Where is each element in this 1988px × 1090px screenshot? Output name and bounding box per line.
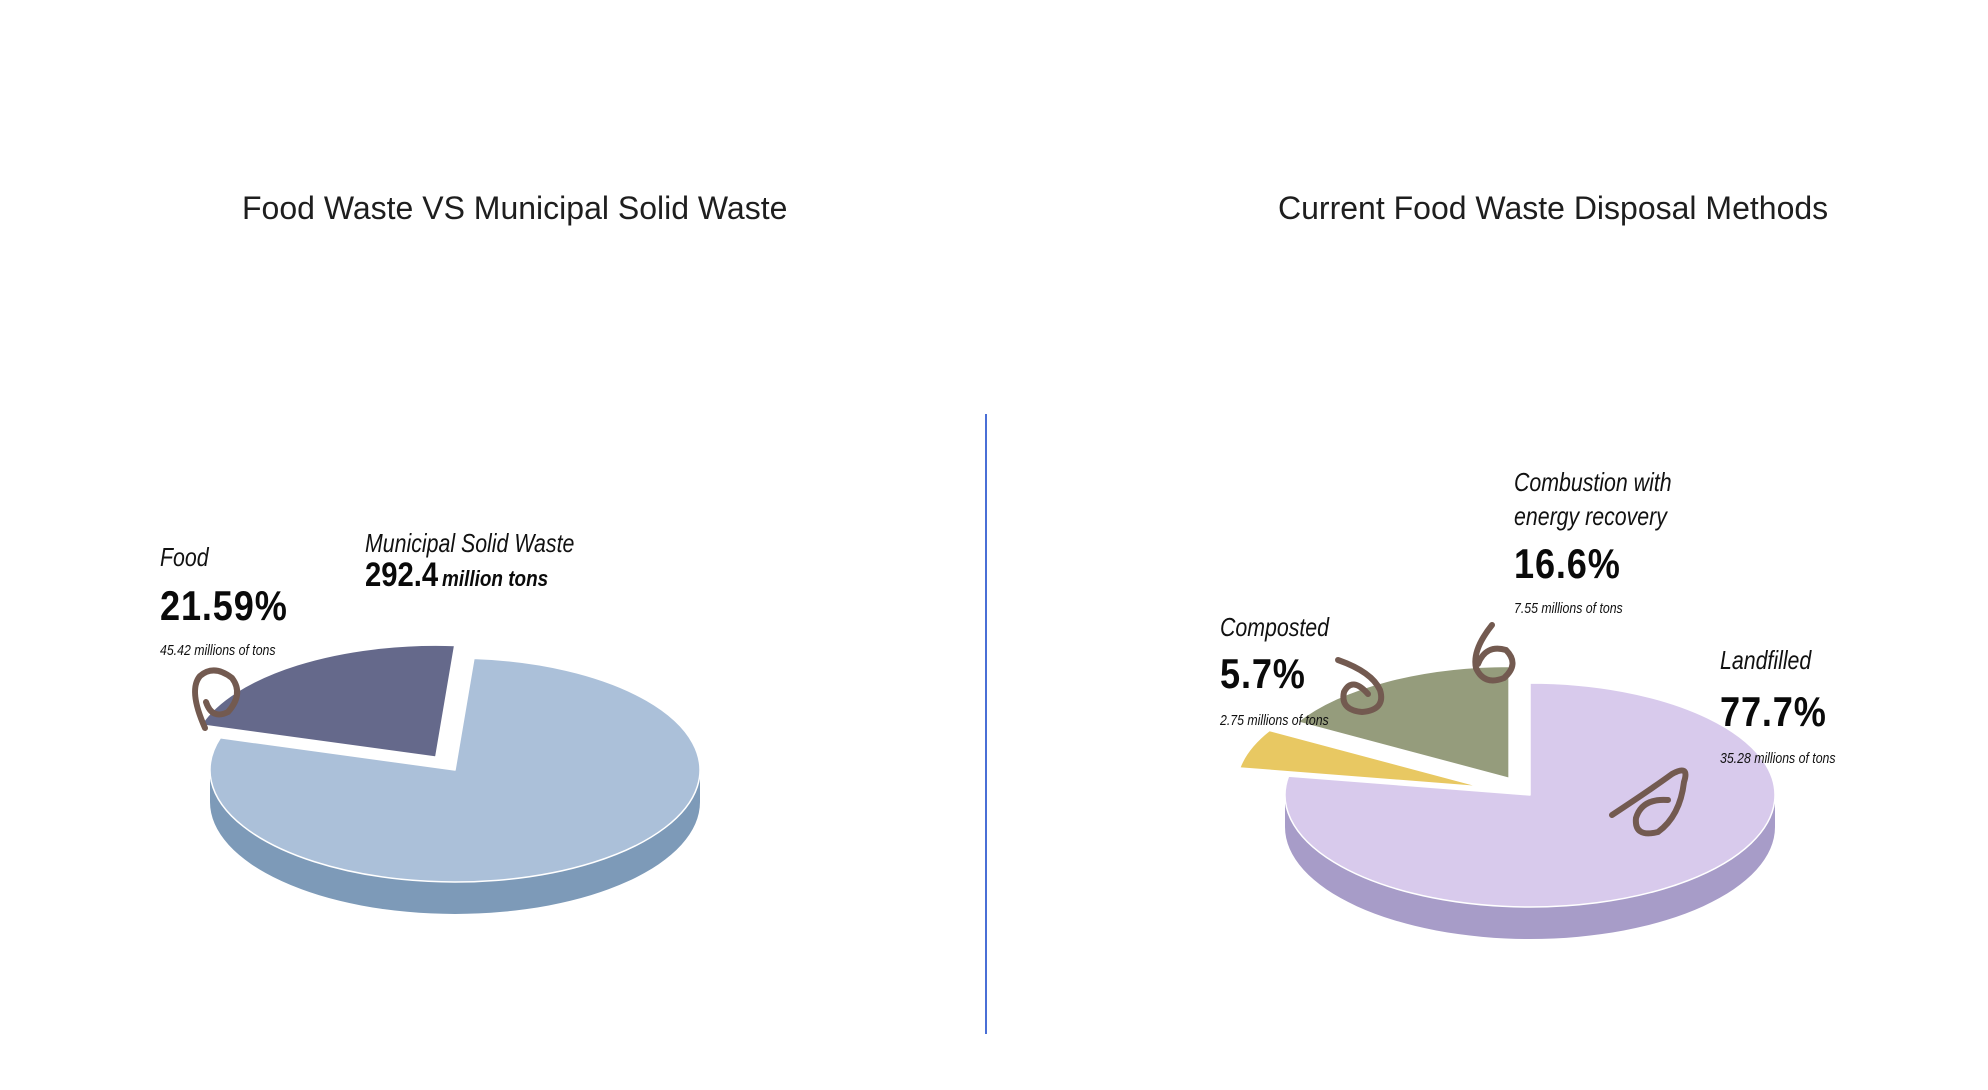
label-combustion-name-line1: Combustion with (1514, 467, 1672, 497)
curl-icon-left (192, 667, 241, 731)
pie-right-slice-composted (1238, 729, 1482, 788)
pie-left-slice-municipal-solid-waste (209, 657, 701, 883)
label-composted-name: Composted (1220, 612, 1330, 642)
pie-left-slice-food (200, 644, 456, 758)
curl-icon-landfilled (1609, 767, 1689, 837)
pie-left-side-0-1 (210, 770, 700, 914)
label-food-percent: 21.59% (160, 582, 288, 629)
label-landfilled-name: Landfilled (1720, 645, 1812, 675)
curl-icon-combustion (1472, 622, 1516, 684)
chart-title-right: Current Food Waste Disposal Methods (1278, 190, 1829, 226)
label-combustion-name-line2: energy recovery (1514, 501, 1667, 531)
pie-right-side-0-1 (1285, 795, 1775, 939)
divider-line (985, 414, 987, 1034)
label-composted-percent: 5.7% (1220, 650, 1306, 697)
label-landfilled-amount: 35.28 millions of tons (1720, 750, 1836, 767)
label-msw-total-value: 292.4 (365, 556, 439, 594)
label-composted-amount: 2.75 millions of tons (1220, 712, 1329, 729)
chart-title-left: Food Waste VS Municipal Solid Waste (242, 190, 788, 226)
label-food-amount: 45.42 millions of tons (160, 642, 276, 659)
curl-icon-composted (1335, 657, 1385, 716)
label-msw-total: 292.4 million tons (365, 556, 548, 595)
label-combustion-percent: 16.6% (1514, 540, 1621, 587)
label-msw-total-unit: million tons (442, 566, 549, 591)
label-food-name: Food (160, 542, 209, 572)
pie-right-slice-combustion-with-energy-recovery (1296, 665, 1510, 780)
pie-right-slice-landfilled (1284, 682, 1776, 908)
label-combustion-amount: 7.55 millions of tons (1514, 600, 1623, 617)
label-msw-name: Municipal Solid Waste (365, 528, 575, 558)
label-landfilled-percent: 77.7% (1720, 688, 1827, 735)
